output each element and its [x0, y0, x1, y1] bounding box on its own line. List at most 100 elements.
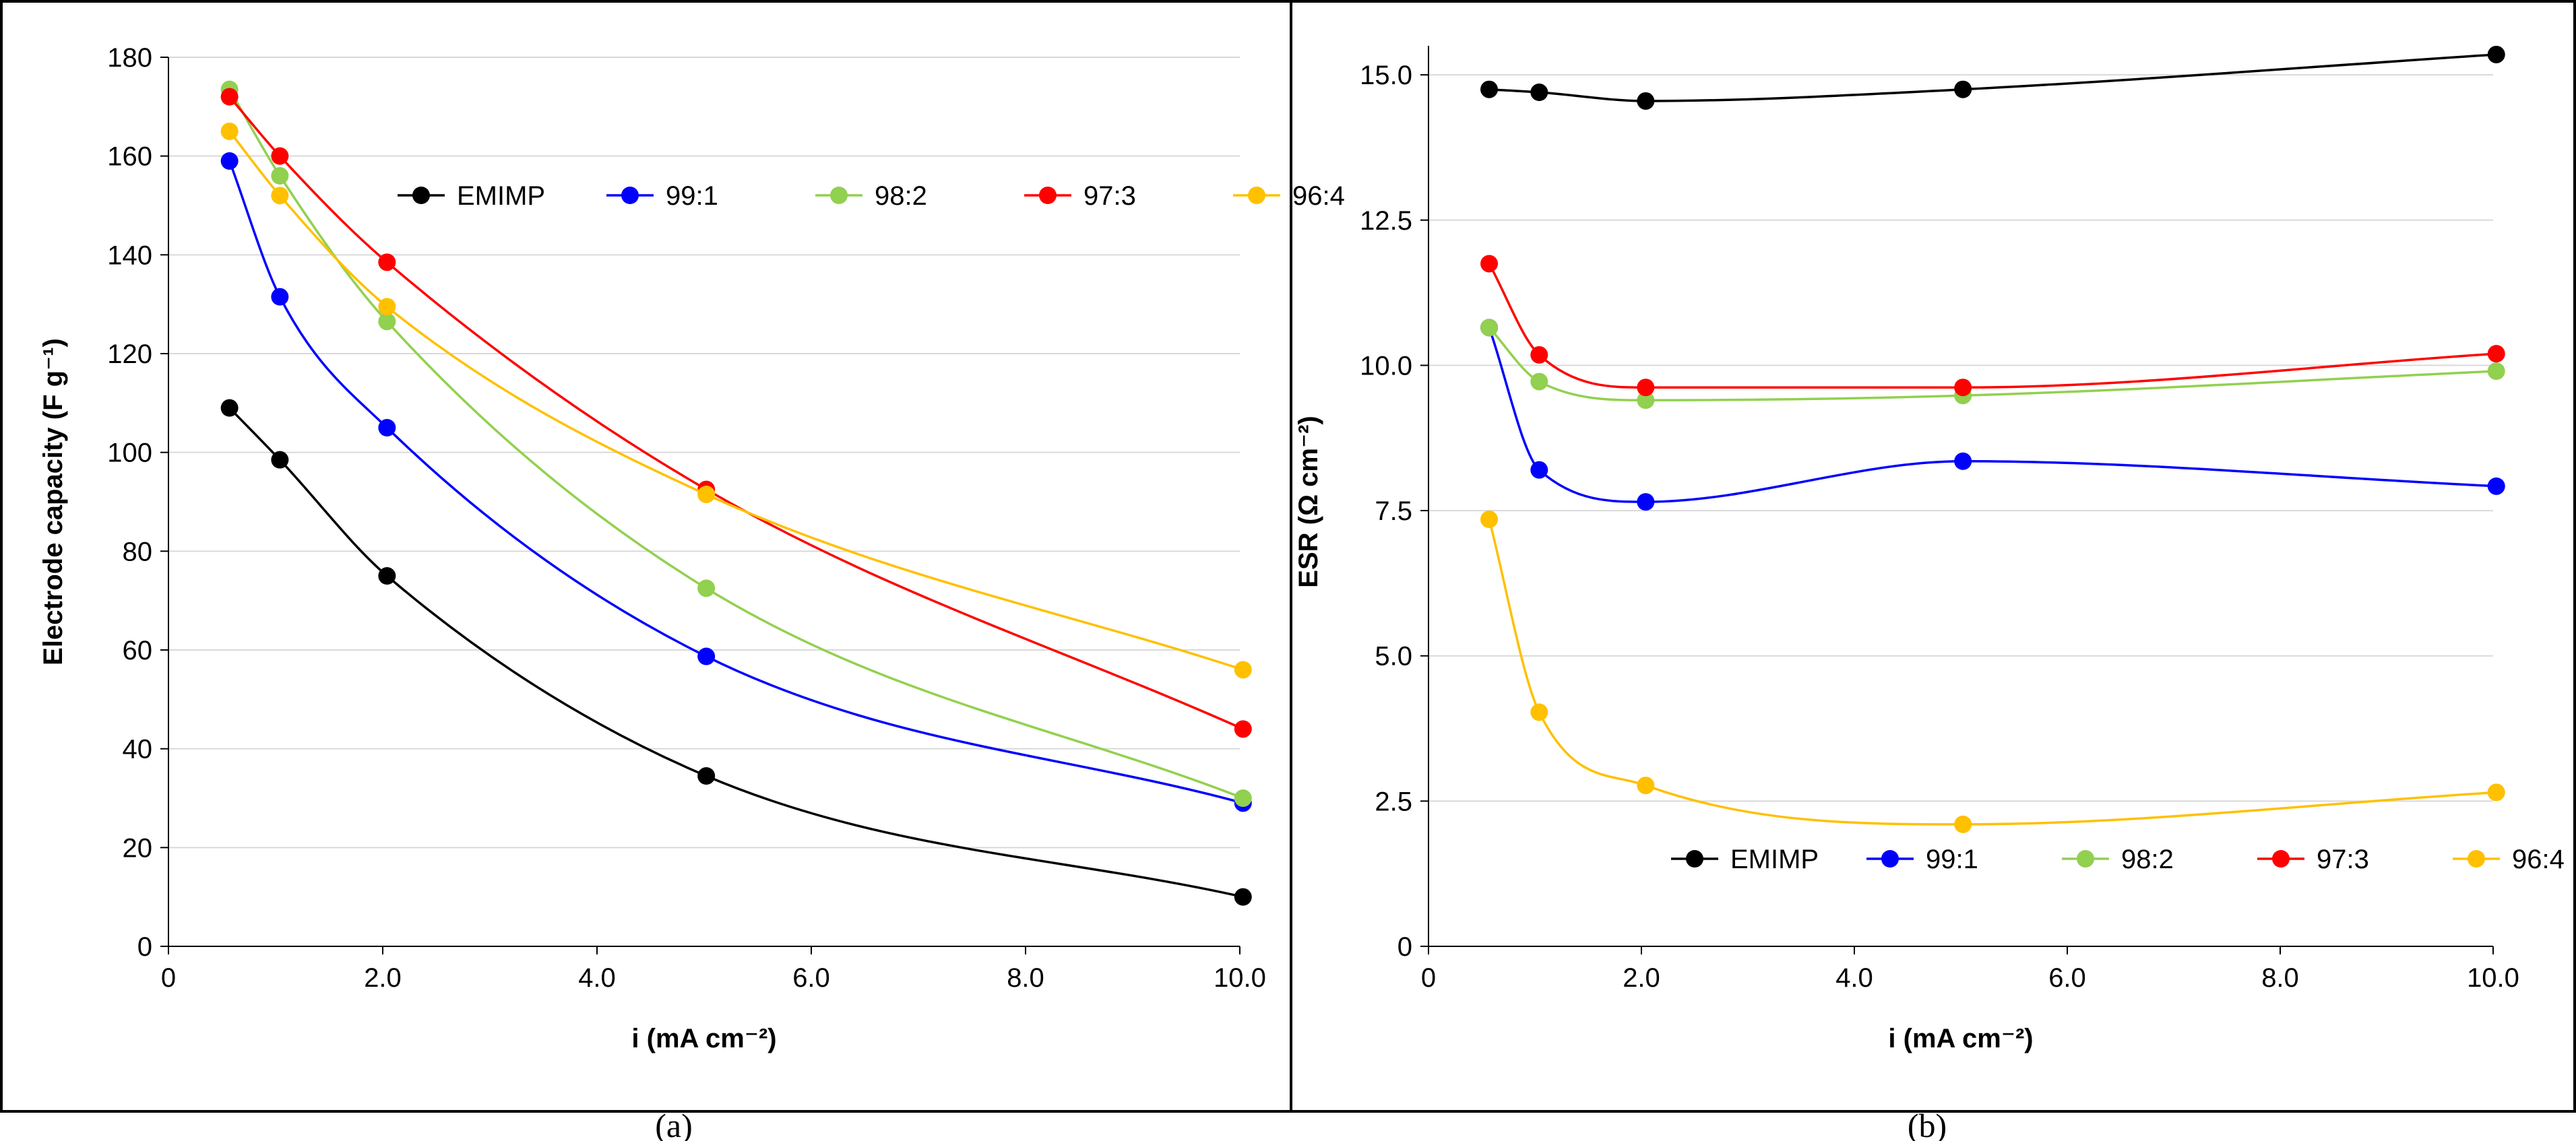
legend-label: 96:4 — [2512, 845, 2565, 874]
x-tick-label: 2.0 — [1623, 963, 1660, 993]
y-tick-label: 2.5 — [1375, 787, 1412, 816]
data-point — [697, 647, 716, 665]
series-line-0 — [1488, 53, 2496, 102]
y-axis-title-b: ESR (Ω cm⁻²) — [1294, 416, 1323, 587]
legend-label: 96:4 — [1292, 181, 1345, 211]
data-point — [1954, 379, 1972, 397]
data-point — [1530, 461, 1548, 479]
legend-label: 98:2 — [875, 181, 927, 211]
series-line-1 — [1488, 327, 2496, 503]
data-point — [271, 187, 289, 205]
legend-marker — [1039, 187, 1057, 204]
data-point — [1637, 92, 1655, 110]
data-point — [1530, 346, 1548, 364]
y-tick-label: 20 — [123, 833, 153, 863]
legend-a: EMIMP 99:1 98:2 97:3 96:4 — [398, 181, 1345, 211]
legend-label: EMIMP — [1730, 845, 1819, 874]
data-point — [378, 298, 396, 316]
x-axis-title-b: i (mA cm⁻²) — [1888, 1024, 2033, 1053]
x-tick-label: 6.0 — [2048, 963, 2086, 993]
data-point — [1530, 84, 1548, 102]
data-point — [1637, 379, 1655, 397]
y-tick-label: 15.0 — [1360, 61, 1412, 90]
y-axis-title-a: Electrode capacity (F g⁻¹) — [38, 338, 68, 665]
data-point — [1954, 452, 1972, 470]
data-point — [378, 419, 396, 436]
data-point — [1480, 255, 1499, 273]
x-tick-label: 4.0 — [578, 963, 616, 993]
data-point — [2487, 783, 2505, 802]
data-point — [220, 152, 239, 170]
y-tick-label: 40 — [123, 735, 153, 764]
y-tick-label: 100 — [107, 438, 152, 468]
data-point — [1480, 511, 1499, 529]
y-tick-label: 180 — [107, 43, 152, 73]
data-point — [1530, 703, 1548, 721]
legend-marker — [830, 187, 848, 204]
legend-label: EMIMP — [457, 181, 545, 211]
caption-a: (a) — [655, 1107, 693, 1141]
data-point — [697, 579, 716, 597]
legend-item: 99:1 — [1866, 845, 1978, 874]
y-tick-label: 80 — [123, 537, 153, 566]
data-point — [220, 123, 239, 140]
caption-b: (b) — [1908, 1107, 1947, 1141]
y-tick-label: 12.5 — [1360, 206, 1412, 236]
data-point — [1234, 888, 1252, 906]
y-tick-label: 7.5 — [1375, 496, 1412, 526]
x-tick-label: 6.0 — [792, 963, 830, 993]
data-point — [378, 313, 396, 331]
data-point — [1637, 777, 1655, 795]
data-point — [1637, 493, 1655, 511]
data-point — [697, 767, 716, 785]
y-ticks-a: 0 20 40 60 80 100 120 140 160 180 — [107, 43, 168, 962]
legend-label: 97:3 — [2317, 845, 2369, 874]
data-point — [271, 147, 289, 165]
legend-marker — [2468, 850, 2485, 868]
data-point — [271, 451, 289, 469]
data-point — [2487, 362, 2505, 381]
legend-marker — [1881, 850, 1899, 868]
data-point — [220, 88, 239, 106]
legend-label: 99:1 — [666, 181, 718, 211]
legend-item: EMIMP — [1671, 845, 1819, 874]
legend-label: 98:2 — [2121, 845, 2174, 874]
legend-label: 99:1 — [1926, 845, 1978, 874]
data-point — [1954, 80, 1972, 98]
legend-marker — [1248, 187, 1265, 204]
chart-panel-b: 0 2.0 4.0 6.0 8.0 10.0 0 2.5 5.0 7.5 10.0 12.5 15.0… — [1294, 45, 2565, 1053]
y-tick-label: 0 — [1397, 932, 1412, 962]
legend-marker — [2077, 850, 2094, 868]
data-point — [2487, 45, 2505, 63]
legend-item: EMIMP — [398, 181, 545, 211]
y-tick-label: 10.0 — [1360, 351, 1412, 381]
y-tick-label: 160 — [107, 142, 152, 172]
x-tick-label: 10.0 — [1214, 963, 1266, 993]
legend-label: 97:3 — [1083, 181, 1136, 211]
x-tick-label: 8.0 — [1007, 963, 1044, 993]
grid-b — [1428, 74, 2493, 802]
x-ticks-b: 0 2.0 4.0 6.0 8.0 10.0 — [1421, 946, 2519, 993]
y-tick-label: 60 — [123, 636, 153, 665]
figure-frame — [0, 0, 2576, 1113]
data-point — [2487, 345, 2505, 363]
data-point — [1480, 80, 1499, 98]
data-point — [271, 288, 289, 306]
y-tick-label: 140 — [107, 240, 152, 270]
series-a — [220, 80, 1252, 906]
data-point — [378, 567, 396, 585]
data-point — [2487, 477, 2505, 495]
data-point — [271, 167, 289, 185]
data-point — [1234, 789, 1252, 807]
series-line-3 — [1488, 263, 2496, 389]
data-point — [378, 253, 396, 271]
x-tick-label: 0 — [1421, 963, 1436, 993]
chart-panel-a: 0 2.0 4.0 6.0 8.0 10.0 0 20 40 60 80 100 120 140 160 1… — [38, 43, 1345, 1053]
legend-marker — [2272, 850, 2290, 868]
series-b — [1480, 45, 2505, 833]
legend-item: 98:2 — [2062, 845, 2174, 874]
data-point — [1234, 720, 1252, 738]
legend-item: 98:2 — [815, 181, 927, 211]
x-ticks-a: 0 2.0 4.0 6.0 8.0 10.0 — [161, 946, 1266, 993]
